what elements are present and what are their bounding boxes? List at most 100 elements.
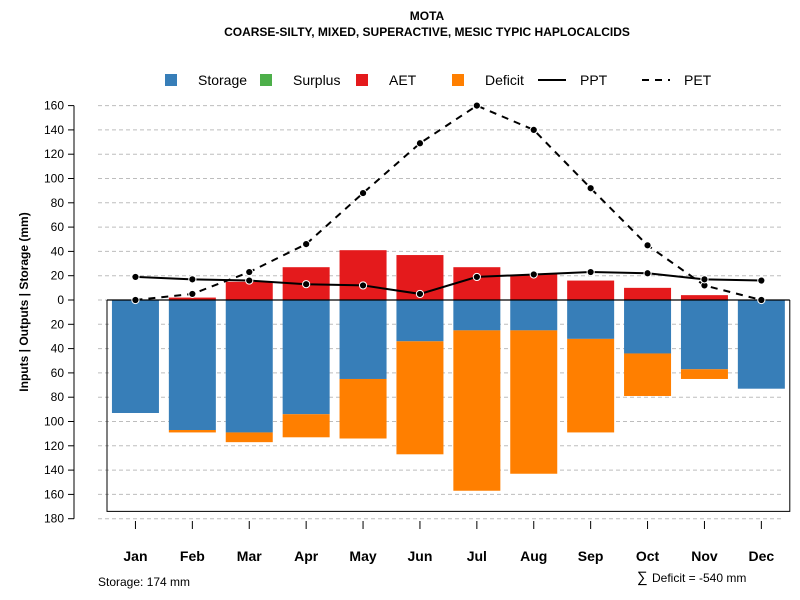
bar-storage-jul — [453, 300, 501, 331]
x-tick-label-nov: Nov — [691, 548, 718, 564]
point-pet-apr — [302, 240, 311, 249]
x-tick-label-dec: Dec — [749, 548, 775, 564]
y-tick-label: 20 — [51, 317, 65, 331]
bar-deficit-sep — [567, 338, 615, 433]
legend: Storage Surplus AET Deficit PPT PET — [165, 72, 712, 88]
bar-storage-may — [339, 300, 387, 379]
bar-deficit-jul — [453, 330, 501, 491]
point-ppt-apr — [302, 280, 311, 289]
storage-capacity-outline — [106, 300, 791, 512]
point-ppt-nov — [700, 275, 709, 284]
bar-storage-feb — [168, 300, 216, 431]
bar-deficit-feb — [168, 430, 216, 433]
bar-aet-jul — [453, 267, 501, 300]
bar-deficit-apr — [282, 414, 330, 438]
point-pet-aug — [529, 125, 538, 134]
legend-label-aet: AET — [389, 72, 417, 88]
bar-storage-oct — [624, 300, 672, 354]
line-pet — [135, 104, 762, 301]
point-ppt-aug — [529, 270, 538, 279]
bar-storage-sep — [567, 300, 615, 339]
x-tick-label-jan: Jan — [123, 548, 147, 564]
x-tick-label-jun: Jun — [408, 548, 433, 564]
point-ppt-mar — [245, 276, 254, 285]
storage-footnote: Storage: 174 mm — [98, 575, 190, 589]
point-pet-mar — [245, 267, 254, 277]
bar-aet-feb — [168, 297, 216, 300]
y-tick-label: 100 — [44, 415, 64, 429]
point-pet-jan — [131, 295, 140, 305]
legend-label-storage: Storage — [198, 72, 247, 88]
point-pet-jul — [472, 101, 481, 110]
bar-deficit-nov — [680, 369, 728, 379]
axes: 160 140 120 100 80 60 40 20 0 20 40 60 80 100 120 140 16… — [44, 99, 774, 564]
bar-deficit-mar — [225, 432, 273, 443]
legend-label-ppt: PPT — [580, 72, 608, 88]
y-tick-label: 60 — [51, 220, 65, 234]
legend-label-surplus: Surplus — [293, 72, 340, 88]
legend-label-deficit: Deficit — [485, 72, 524, 88]
bar-storage-nov — [680, 300, 728, 370]
y-tick-label: 0 — [57, 293, 64, 307]
x-tick-label-mar: Mar — [237, 548, 262, 564]
y-tick-label: 40 — [51, 342, 65, 356]
point-pet-feb — [188, 289, 197, 299]
chart-subtitle: COARSE-SILTY, MIXED, SUPERACTIVE, MESIC … — [224, 25, 630, 39]
point-ppt-sep — [586, 267, 595, 277]
y-tick-label: 160 — [44, 99, 64, 113]
bar-deficit-oct — [624, 353, 672, 396]
point-ppt-oct — [643, 269, 652, 278]
bar-deficit-may — [339, 378, 387, 439]
point-ppt-dec — [757, 276, 766, 285]
legend-swatch-deficit — [452, 74, 464, 86]
legend-swatch-storage — [165, 74, 177, 86]
y-tick-label: 60 — [51, 366, 65, 380]
bar-aet-mar — [225, 281, 273, 300]
legend-label-pet: PET — [684, 72, 712, 88]
sum-symbol: ∑ — [637, 569, 648, 586]
bar-aet-aug — [510, 274, 558, 300]
point-ppt-jul — [472, 272, 481, 282]
lines — [131, 101, 766, 305]
bar-storage-mar — [225, 300, 273, 433]
x-tick-label-jul: Jul — [467, 548, 487, 564]
x-tick-label-aug: Aug — [520, 548, 547, 564]
bar-aet-sep — [567, 280, 615, 300]
bars — [111, 250, 785, 491]
bar-storage-jan — [111, 300, 159, 413]
y-tick-label: 140 — [44, 463, 64, 477]
bar-aet-may — [339, 250, 387, 300]
point-pet-jun — [415, 139, 425, 148]
y-tick-label: 120 — [44, 439, 64, 453]
gridlines — [98, 105, 782, 520]
legend-swatch-aet — [356, 74, 368, 86]
bar-storage-dec — [737, 300, 785, 389]
point-pet-sep — [586, 184, 595, 193]
point-ppt-feb — [188, 275, 197, 284]
point-ppt-may — [358, 281, 368, 290]
x-tick-label-feb: Feb — [180, 548, 205, 564]
deficit-footnote: Deficit = -540 mm — [652, 571, 746, 585]
x-tick-label-sep: Sep — [578, 548, 604, 564]
legend-swatch-surplus — [260, 74, 272, 86]
bar-storage-apr — [282, 300, 330, 415]
bar-deficit-jun — [396, 341, 444, 455]
chart-title: MOTA — [410, 9, 445, 23]
bar-aet-oct — [624, 287, 672, 300]
y-tick-label: 180 — [44, 512, 64, 526]
bar-aet-nov — [680, 295, 728, 300]
y-tick-label: 140 — [44, 123, 64, 137]
storage-frame — [106, 299, 791, 512]
y-tick-label: 20 — [51, 269, 65, 283]
y-tick-label: 120 — [44, 147, 64, 161]
x-tick-label-oct: Oct — [636, 548, 660, 564]
point-ppt-jan — [131, 272, 140, 282]
y-tick-label: 80 — [51, 196, 65, 210]
y-tick-label: 100 — [44, 172, 64, 186]
x-tick-label-apr: Apr — [294, 548, 319, 564]
bar-storage-jun — [396, 300, 444, 342]
line-ppt — [135, 271, 762, 295]
y-tick-label: 40 — [51, 244, 65, 258]
point-pet-may — [358, 188, 368, 198]
